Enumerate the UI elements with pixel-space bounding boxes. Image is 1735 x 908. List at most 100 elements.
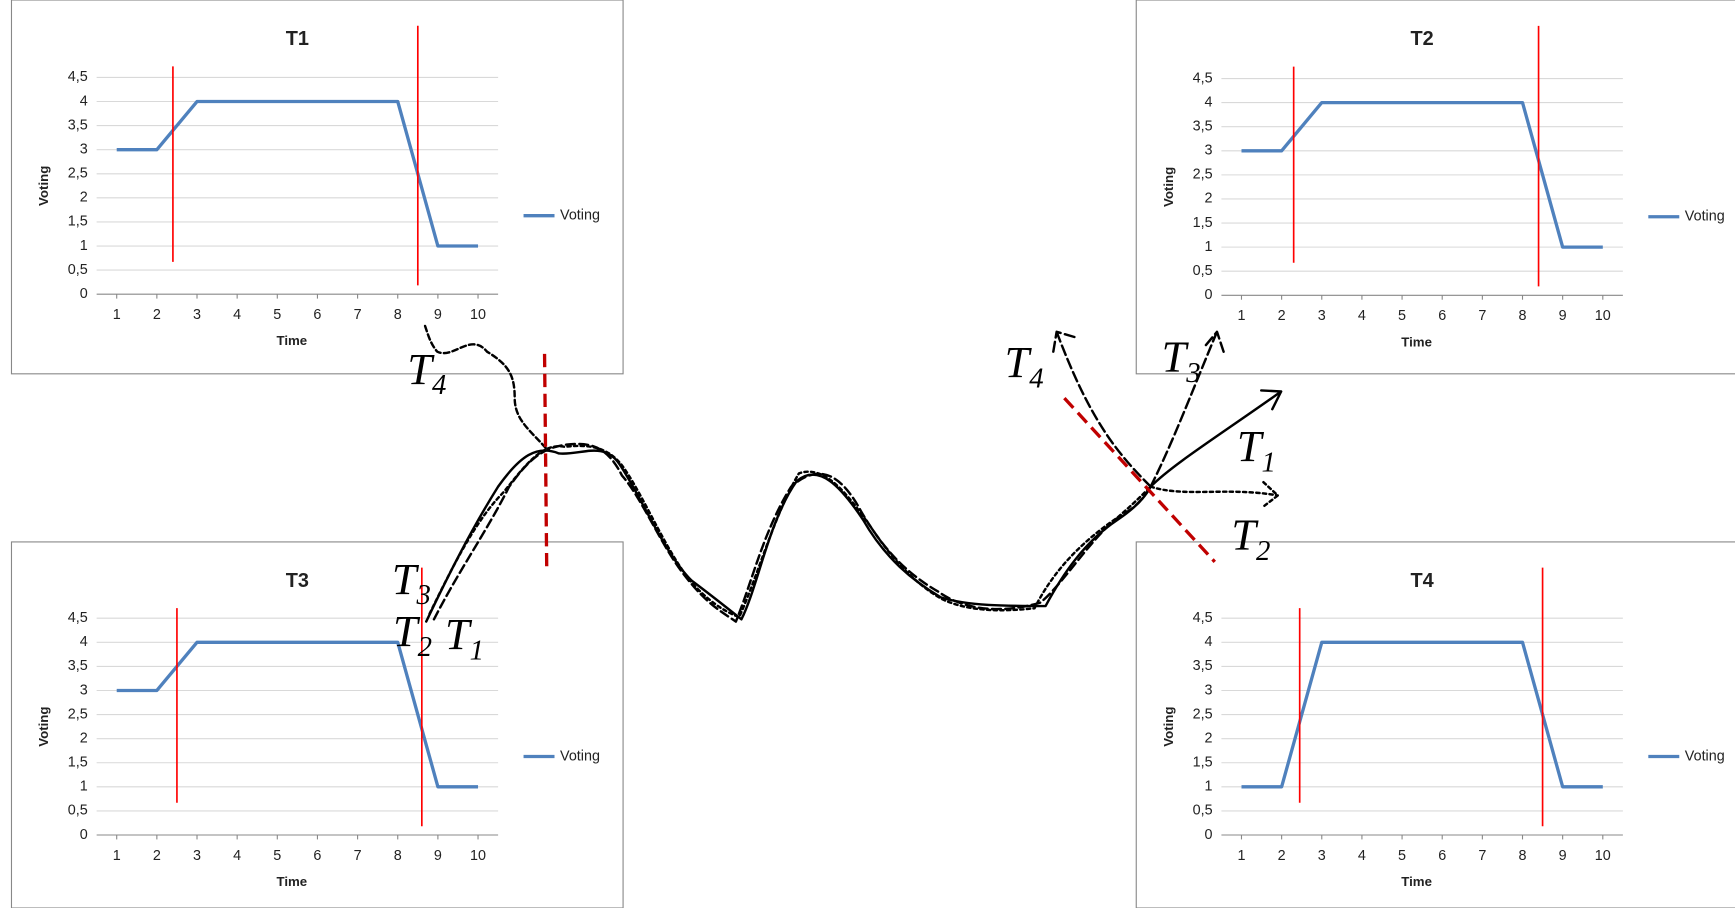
label-sub: 2: [418, 631, 432, 663]
y-tick-label: 3,5: [1193, 658, 1213, 674]
y-tick-label: 0,5: [1193, 803, 1213, 819]
series-line: [1241, 100, 1603, 249]
y-tick-label: 4: [80, 634, 88, 650]
y-tick-label: 1,5: [68, 755, 88, 771]
x-tick-label: 1: [113, 307, 121, 323]
x-tick-label: 10: [1595, 848, 1611, 864]
legend-label: Voting: [560, 748, 600, 764]
x-tick-label: 4: [1358, 848, 1366, 864]
y-tick-label: 4,5: [1193, 610, 1213, 626]
x-tick-label: 3: [1318, 308, 1326, 324]
label-base: T: [407, 345, 435, 394]
x-tick-label: 9: [1559, 848, 1567, 864]
x-tick-label: 5: [273, 307, 281, 323]
x-tick-label: 9: [1559, 308, 1567, 324]
y-tick-label: 0,5: [1193, 263, 1213, 279]
branch: [1149, 480, 1280, 508]
x-tick-label: 1: [113, 848, 121, 864]
trajectory-label: T3: [392, 555, 431, 611]
label-base: T: [1231, 511, 1259, 560]
trajectory-label: T1: [445, 610, 484, 666]
y-tick-label: 4,5: [68, 610, 88, 626]
x-tick-label: 8: [1519, 308, 1527, 324]
legend-label: Voting: [560, 207, 600, 223]
x-tick-label: 6: [1438, 308, 1446, 324]
x-tick-label: 9: [434, 848, 442, 864]
y-tick-label: 2,5: [1193, 167, 1213, 183]
cut-line: [1063, 397, 1216, 563]
label-sub: 1: [470, 634, 484, 666]
x-tick-label: 2: [153, 307, 161, 323]
label-base: T: [1005, 338, 1033, 387]
branch: [1149, 330, 1225, 488]
chart: T2 0 0,5 1 1,5 2 2,5 3 3,5 4 4,5 1 2 3 4 5 6 7 8 9 10 Time Vot…: [1135, 0, 1735, 375]
x-tick-label: 5: [273, 848, 281, 864]
x-tick-label: 10: [470, 307, 486, 323]
x-tick-label: 8: [1519, 848, 1527, 864]
y-tick-label: 1,5: [1193, 755, 1213, 771]
label-base: T: [1162, 333, 1190, 382]
y-tick-label: 2,5: [1193, 706, 1213, 722]
x-tick-label: 5: [1398, 308, 1406, 324]
x-tick-label: 6: [1438, 848, 1446, 864]
label-base: T: [445, 610, 473, 659]
label-sub: 3: [416, 579, 431, 611]
x-tick-label: 8: [394, 307, 402, 323]
x-tick-label: 7: [354, 848, 362, 864]
y-tick-label: 0: [80, 827, 88, 843]
y-axis-label: Voting: [1161, 167, 1176, 207]
y-tick-label: 2: [80, 730, 88, 746]
x-tick-label: 2: [153, 848, 161, 864]
trajectory-label: T3: [1162, 333, 1201, 389]
y-tick-label: 1,5: [68, 214, 88, 230]
y-tick-label: 0: [80, 286, 88, 302]
branch: [1149, 389, 1283, 488]
y-tick-label: 2,5: [68, 706, 88, 722]
y-axis-label: Voting: [36, 166, 51, 206]
x-axis-label: Time: [1401, 874, 1432, 889]
y-tick-label: 3: [1205, 682, 1213, 698]
y-tick-label: 2,5: [68, 166, 88, 182]
panel: [1135, 0, 1735, 375]
y-tick-label: 0,5: [68, 803, 88, 819]
y-tick-label: 0: [1205, 287, 1213, 303]
y-tick-label: 1,5: [1193, 215, 1213, 231]
y-tick-label: 0,5: [68, 262, 88, 278]
chart: T1 0 0,5 1 1,5 2 2,5 3 3,5 4 4,5 1 2 3 4 5 6 7 8 9 10 Time Vot…: [10, 0, 624, 375]
x-tick-label: 3: [193, 848, 201, 864]
x-tick-label: 7: [1478, 848, 1486, 864]
y-tick-label: 1: [80, 238, 88, 254]
x-axis-label: Time: [276, 874, 307, 889]
branch: [1052, 330, 1152, 488]
x-tick-label: 6: [313, 307, 321, 323]
legend-label: Voting: [1685, 209, 1725, 225]
trajectory-label: T2: [393, 607, 432, 663]
x-tick-label: 3: [1318, 848, 1326, 864]
y-tick-label: 3: [80, 141, 88, 157]
x-tick-label: 2: [1278, 848, 1286, 864]
y-tick-label: 4: [1205, 634, 1213, 650]
x-tick-label: 9: [434, 307, 442, 323]
x-tick-label: 10: [1595, 308, 1611, 324]
trajectory: [428, 444, 1152, 619]
label-sub: 1: [1261, 446, 1275, 478]
chart: T4 0 0,5 1 1,5 2 2,5 3 3,5 4 4,5 1 2 3 4 5 6 7 8 9 10 Time Vot…: [1135, 541, 1735, 908]
label-sub: 2: [1256, 535, 1270, 567]
x-tick-label: 4: [233, 848, 241, 864]
trajectory-label: T4: [407, 345, 446, 401]
label-base: T: [1237, 422, 1265, 471]
y-tick-label: 3: [80, 682, 88, 698]
label-sub: 3: [1185, 357, 1200, 389]
label-sub: 4: [1029, 362, 1043, 394]
x-tick-label: 10: [470, 848, 486, 864]
y-tick-label: 4,5: [1193, 70, 1213, 86]
y-tick-label: 3,5: [68, 117, 88, 133]
chart-title: T3: [286, 570, 309, 592]
y-tick-label: 1: [80, 779, 88, 795]
y-tick-label: 3,5: [1193, 118, 1213, 134]
x-tick-label: 6: [313, 848, 321, 864]
panel: [10, 0, 624, 375]
trajectory-label: T4: [1005, 338, 1044, 394]
